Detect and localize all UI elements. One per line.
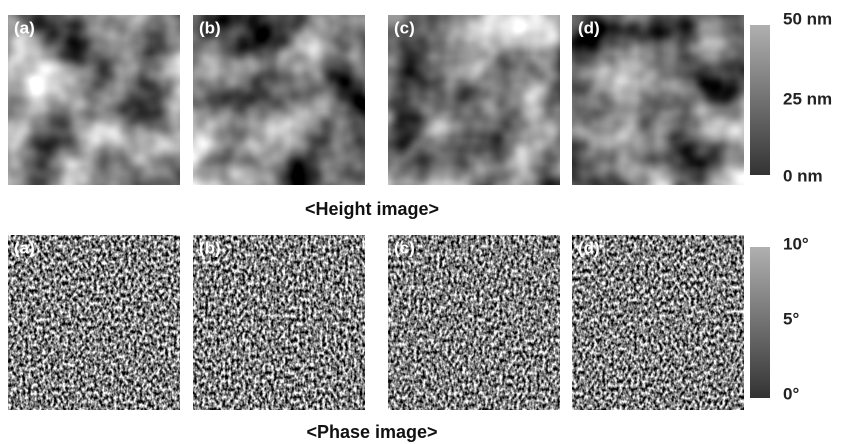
phase-image <box>388 235 560 410</box>
phase-image <box>8 235 180 410</box>
height-image <box>193 15 365 185</box>
panel-label: (c) <box>394 238 415 257</box>
panel-label: (c) <box>394 18 415 37</box>
height-image <box>8 15 180 185</box>
panel-label: (d) <box>578 238 600 257</box>
color-bar <box>750 25 770 175</box>
scale-label: 5° <box>783 309 799 328</box>
panel-label: (a) <box>14 238 35 257</box>
panel-label: (a) <box>14 18 35 37</box>
scale-label: 0° <box>783 384 799 403</box>
phase-image <box>572 235 744 410</box>
scale-label: 10° <box>783 234 809 253</box>
panel-label: (d) <box>578 18 600 37</box>
height-image <box>388 15 560 185</box>
scale-label: 25 nm <box>783 89 832 108</box>
caption: <Phase image> <box>306 422 437 442</box>
height-image <box>572 15 744 185</box>
color-bar <box>750 247 770 398</box>
scale-label: 50 nm <box>783 9 832 28</box>
figure: (a) (b) (c) (d) 50 nm 25 nm 0 nm <Height image>… <box>0 0 841 444</box>
panel-label: (b) <box>199 238 221 257</box>
scale-label: 0 nm <box>783 166 823 185</box>
phase-image <box>193 235 365 410</box>
caption: <Height image> <box>305 199 439 219</box>
panel-label: (b) <box>199 18 221 37</box>
